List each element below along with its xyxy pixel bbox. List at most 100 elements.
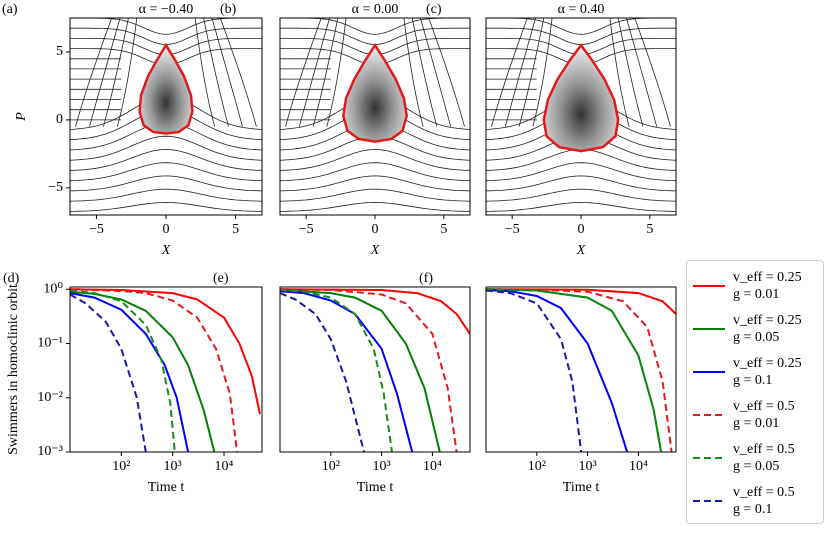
streamline xyxy=(518,18,545,127)
plot-area xyxy=(486,288,676,452)
panel-label: (f) xyxy=(419,271,433,286)
legend-label: v_eff = 0.5 g = 0.01 xyxy=(733,398,795,431)
streamline xyxy=(486,201,676,212)
x-tick-label: 10² xyxy=(112,459,130,474)
separatrix xyxy=(342,42,408,143)
streamline xyxy=(486,175,676,192)
streamline xyxy=(70,201,262,212)
separatrix xyxy=(542,43,620,153)
y-tick-label: 10⁻² xyxy=(37,390,63,405)
x-tick-label: −5 xyxy=(299,222,314,237)
legend-swatch xyxy=(693,499,725,502)
streamline xyxy=(403,18,424,127)
streamline xyxy=(504,18,536,127)
series-line xyxy=(70,290,216,452)
series-line xyxy=(280,288,470,335)
streamline xyxy=(70,148,262,171)
plot-area xyxy=(280,288,470,452)
streamline xyxy=(634,18,671,127)
legend-swatch xyxy=(693,284,725,287)
streamline xyxy=(285,18,322,127)
legend-entry: v_eff = 0.5 g = 0.1 xyxy=(691,479,819,522)
chart-title: α = 0.40 xyxy=(558,2,605,17)
x-tick-label: 5 xyxy=(440,222,447,237)
x-tick-label: 10³ xyxy=(164,459,182,474)
series-line xyxy=(486,289,629,452)
streamline xyxy=(609,18,630,127)
streamline xyxy=(70,175,262,192)
y-axis-label: Swimmers in homoclinic orbit xyxy=(6,284,21,455)
streamline xyxy=(203,18,229,127)
x-tick-label: 0 xyxy=(578,222,585,237)
separatrix xyxy=(138,42,194,135)
streamline xyxy=(411,18,438,127)
streamline xyxy=(70,135,262,161)
streamline xyxy=(280,148,470,171)
streamline xyxy=(486,18,676,35)
x-tick-label: 10² xyxy=(322,459,340,474)
panel-label: (b) xyxy=(220,2,237,17)
legend-label: v_eff = 0.5 g = 0.1 xyxy=(733,484,795,517)
series-line xyxy=(280,289,393,452)
panel-label: (d) xyxy=(3,271,20,286)
legend-label: v_eff = 0.25 g = 0.01 xyxy=(733,269,802,302)
chart-title: α = −0.40 xyxy=(139,2,194,17)
y-tick-label: 0 xyxy=(56,112,63,127)
series-line xyxy=(70,288,239,452)
x-tick-label: 10² xyxy=(528,459,546,474)
streamline xyxy=(194,18,216,127)
x-tick-label: 5 xyxy=(232,222,239,237)
series-line xyxy=(70,293,147,452)
streamline xyxy=(70,188,262,202)
legend-entry: v_eff = 0.25 g = 0.1 xyxy=(691,350,819,393)
legend-entry: v_eff = 0.25 g = 0.01 xyxy=(691,264,819,307)
x-tick-label: 10³ xyxy=(372,459,390,474)
streamline xyxy=(428,18,465,127)
series-line xyxy=(70,292,190,452)
streamline xyxy=(486,27,676,45)
legend: v_eff = 0.25 g = 0.01 v_eff = 0.25 g = 0.… xyxy=(686,260,824,524)
streamline xyxy=(486,188,676,202)
legend-entry: v_eff = 0.5 g = 0.01 xyxy=(691,393,819,436)
series-line xyxy=(280,289,441,452)
streamline xyxy=(211,18,243,127)
x-tick-label: −5 xyxy=(505,222,520,237)
y-tick-label: 5 xyxy=(56,44,63,59)
streamline xyxy=(280,188,470,202)
streamline xyxy=(280,175,470,192)
y-tick-label: 10⁻³ xyxy=(37,444,63,459)
streamline xyxy=(626,18,658,127)
y-tick-label: 10⁰ xyxy=(43,281,63,296)
streamline xyxy=(280,201,470,212)
x-tick-label: 10³ xyxy=(578,459,596,474)
chart-title: α = 0.00 xyxy=(352,2,399,17)
plot-area xyxy=(486,18,676,212)
legend-label: v_eff = 0.25 g = 0.05 xyxy=(733,312,802,345)
series-line xyxy=(280,288,458,452)
x-axis-label: Time t xyxy=(357,480,394,495)
legend-swatch xyxy=(693,413,725,416)
streamline xyxy=(103,18,129,127)
x-tick-label: 10⁴ xyxy=(423,459,442,474)
x-tick-label: 10⁴ xyxy=(215,459,234,474)
streamline xyxy=(280,162,470,182)
series-line xyxy=(486,288,663,452)
series-line xyxy=(280,292,365,452)
streamline xyxy=(486,162,676,182)
y-axis-label: P xyxy=(14,112,29,122)
x-axis-label: X xyxy=(576,243,586,258)
panel-label: (e) xyxy=(213,271,229,286)
streamline xyxy=(486,148,676,171)
axes-frame xyxy=(485,286,677,453)
plot-area xyxy=(280,18,470,212)
streamline xyxy=(70,27,262,45)
legend-entry: v_eff = 0.5 g = 0.05 xyxy=(691,436,819,479)
x-tick-label: 5 xyxy=(646,222,653,237)
series-line xyxy=(70,288,261,415)
streamline xyxy=(491,18,528,127)
plot-area xyxy=(70,18,262,212)
legend-label: v_eff = 0.25 g = 0.1 xyxy=(733,355,802,388)
x-tick-label: 10⁴ xyxy=(629,459,648,474)
